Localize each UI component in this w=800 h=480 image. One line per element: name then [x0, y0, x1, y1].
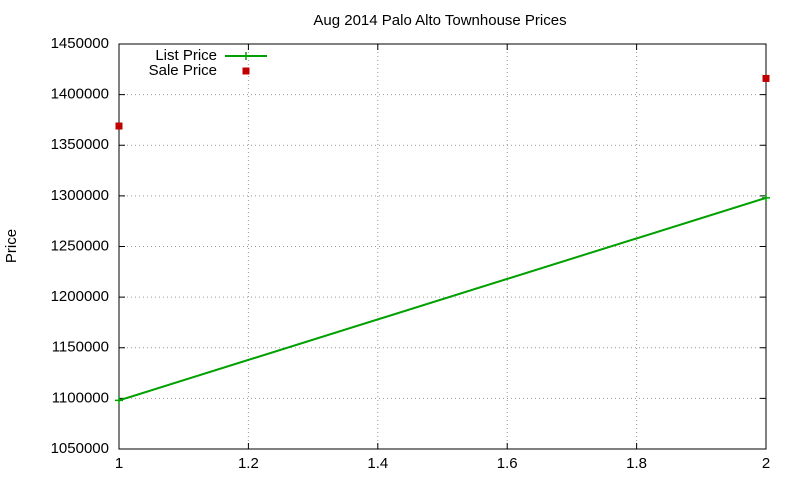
y-tick-label: 1250000: [51, 237, 109, 254]
x-tick-label: 1.6: [497, 455, 518, 472]
x-tick-label: 1.2: [238, 455, 259, 472]
point: [762, 193, 770, 202]
plot-border: [118, 43, 767, 450]
x-tick-label: 1: [115, 455, 123, 472]
x-tick-label: 1.4: [367, 455, 388, 472]
y-tick-label: 1300000: [51, 187, 109, 204]
point: [762, 74, 770, 82]
legend-label: Sale Price: [149, 62, 217, 79]
x-tick-label: 1.8: [626, 455, 647, 472]
y-tick-label: 1450000: [51, 35, 109, 52]
legend-marker: [242, 52, 250, 60]
y-tick-label: 1400000: [51, 86, 109, 103]
point: [115, 396, 123, 405]
chart-title: Aug 2014 Palo Alto Townhouse Prices: [313, 12, 566, 29]
y-tick-label: 1350000: [51, 136, 109, 153]
point: [115, 122, 123, 130]
y-tick-label: 1050000: [51, 440, 109, 457]
line: [118, 196, 767, 402]
legend-marker: [242, 67, 250, 75]
y-tick-label: 1150000: [52, 339, 109, 356]
legend-label: List Price: [155, 47, 217, 64]
y-tick-label: 1100000: [52, 389, 109, 406]
y-tick-label: 1200000: [51, 288, 109, 305]
x-tick-label: 2: [762, 455, 770, 472]
y-axis-label: Price: [3, 229, 20, 263]
